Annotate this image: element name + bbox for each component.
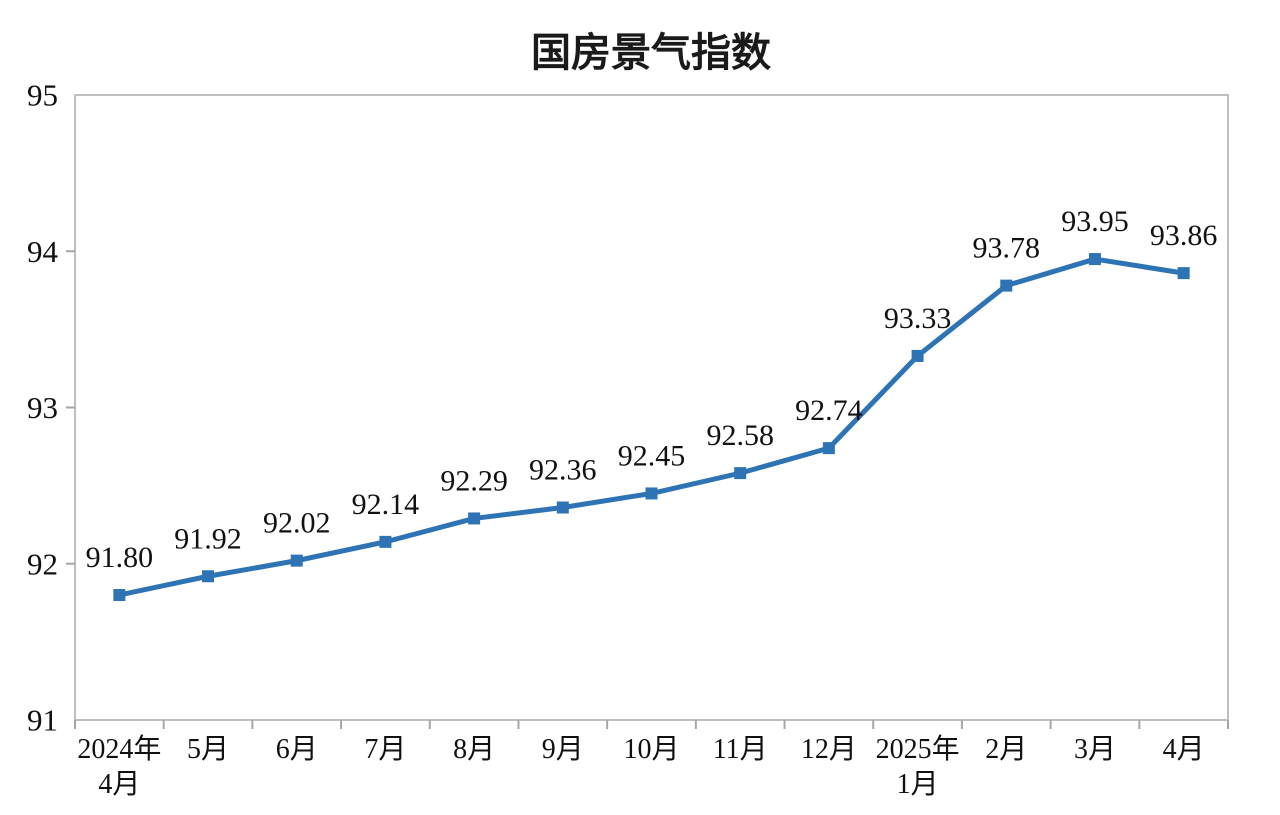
- x-axis-label: 7月: [364, 734, 406, 765]
- data-point-label: 92.58: [706, 419, 774, 452]
- x-axis-label: 4月: [1163, 734, 1205, 765]
- x-axis-label: 10月: [623, 734, 679, 765]
- x-axis-label: 3月: [1074, 734, 1116, 765]
- x-axis-label: 2025年: [876, 733, 960, 765]
- data-point-label: 91.80: [86, 541, 154, 574]
- data-point-marker: [645, 487, 658, 500]
- data-point-label: 91.92: [174, 522, 242, 555]
- data-point-marker: [113, 589, 126, 601]
- data-point-label: 92.74: [795, 394, 863, 427]
- x-axis-label: 2月: [985, 734, 1027, 765]
- data-point-marker: [556, 501, 569, 514]
- data-point-label: 93.33: [884, 302, 952, 335]
- data-point-label: 92.45: [618, 439, 686, 472]
- data-point-label: 92.02: [263, 507, 331, 540]
- x-axis-label: 12月: [801, 734, 857, 765]
- plot-border: [74, 94, 1229, 721]
- y-axis-label: 95: [27, 78, 58, 113]
- x-axis-label: 2024年: [77, 733, 161, 765]
- data-point-label: 93.78: [973, 232, 1041, 265]
- data-point-marker: [468, 512, 481, 525]
- y-axis-label: 91: [27, 703, 58, 738]
- series-line: [116, 256, 1187, 598]
- data-point-label: 93.86: [1150, 219, 1218, 252]
- x-axis-label: 5月: [187, 734, 229, 765]
- data-point-marker: [379, 535, 392, 548]
- x-axis-label: 1月: [897, 769, 939, 800]
- data-point-label: 92.14: [352, 488, 420, 521]
- data-point-marker: [290, 554, 303, 567]
- x-axis-label: 4月: [98, 769, 140, 800]
- x-axis-label: 9月: [542, 734, 584, 765]
- data-point-label: 92.36: [529, 454, 597, 487]
- plot-group: 91 92 93 94 95 2024年 4月 5月 6月 7月 8月 9月 10月 11月 12月 2025…: [27, 78, 1229, 800]
- y-axis-label: 93: [27, 390, 58, 425]
- data-point-label: 93.95: [1061, 205, 1129, 238]
- data-point-marker: [1088, 253, 1101, 266]
- data-point-marker: [822, 442, 835, 455]
- chart-title: 国房景气指数: [531, 31, 771, 75]
- data-point-marker: [202, 570, 215, 583]
- data-point-label: 92.29: [440, 464, 508, 497]
- data-point-marker: [1177, 267, 1190, 280]
- data-point-marker: [1000, 279, 1013, 292]
- y-axis-label: 92: [27, 546, 58, 581]
- data-point-marker: [734, 467, 747, 480]
- x-axis-label: 11月: [713, 734, 768, 765]
- x-axis-label: 6月: [276, 734, 318, 765]
- data-point-marker: [911, 349, 924, 362]
- x-axis-label: 8月: [453, 734, 495, 765]
- y-axis-label: 94: [27, 234, 59, 269]
